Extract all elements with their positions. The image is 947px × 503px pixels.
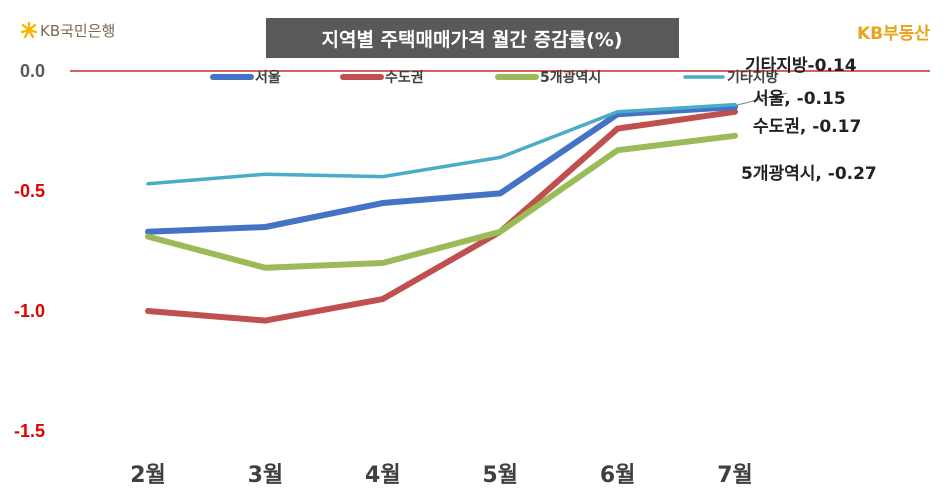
- series-lines: [145, 102, 738, 324]
- end-label: 기타지방-0.14: [745, 56, 857, 76]
- legend-label: 수도권: [385, 70, 424, 86]
- legend: 서울 수도권 5개광역시 기타지방: [210, 69, 779, 86]
- kb-bank-name: KB국민은행: [40, 22, 115, 40]
- kb-star-icon: [20, 21, 38, 39]
- series-line: [145, 104, 738, 235]
- y-tick-label: -1.5: [14, 421, 45, 441]
- chart-title: 지역별 주택매매가격 월간 증감률(%): [322, 29, 623, 51]
- legend-label: 서울: [255, 69, 281, 86]
- label-leader-line: [736, 92, 788, 106]
- x-tick-label: 5월: [482, 463, 518, 488]
- y-tick-label: 0.0: [20, 61, 45, 81]
- end-labels: 서울, -0.15 수도권, -0.17 5개광역시, -0.27 기타지방-0.14: [741, 56, 877, 184]
- x-tick-label: 3월: [248, 463, 284, 488]
- chart-title-box: 지역별 주택매매가격 월간 증감률(%): [266, 18, 679, 58]
- legend-label: 5개광역시: [540, 69, 601, 86]
- series-line: [146, 102, 737, 186]
- series-line: [145, 132, 738, 271]
- x-axis-ticks: 2월 3월 4월 5월 6월 7월: [130, 463, 753, 488]
- legend-label: 기타지방: [727, 69, 779, 86]
- end-label: 수도권, -0.17: [753, 117, 861, 137]
- end-label: 서울, -0.15: [753, 89, 846, 109]
- x-tick-label: 2월: [130, 463, 166, 488]
- series-line: [145, 108, 738, 324]
- end-label: 5개광역시, -0.27: [741, 164, 877, 184]
- x-tick-label: 7월: [717, 463, 753, 488]
- y-tick-label: -0.5: [14, 181, 45, 201]
- kb-realestate-brand: KB부동산: [857, 24, 930, 44]
- kb-bank-logo: KB국민은행: [20, 21, 115, 40]
- y-axis-ticks: 0.0 -0.5 -1.0 -1.5: [14, 61, 45, 441]
- x-tick-label: 6월: [600, 463, 636, 488]
- y-tick-label: -1.0: [14, 301, 45, 321]
- x-tick-label: 4월: [365, 463, 401, 488]
